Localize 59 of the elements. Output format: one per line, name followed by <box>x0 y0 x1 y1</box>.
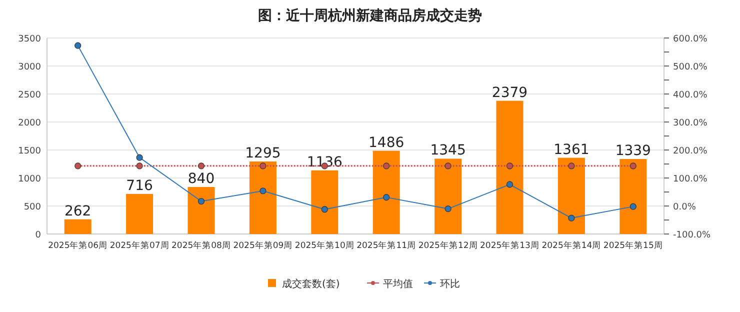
bar <box>372 150 400 234</box>
point <box>506 181 514 188</box>
y2-tick-label: 400.0% <box>673 90 708 100</box>
point <box>383 194 390 201</box>
y-tick-label: 3000 <box>18 62 42 72</box>
data-label: 716 <box>126 178 153 194</box>
y2-tick-label: 600.0% <box>673 34 708 44</box>
x-tick-label: 2025年第15周 <box>603 240 663 251</box>
data-label: 1345 <box>430 142 466 159</box>
x-tick-label: 2025年第10周 <box>294 240 354 251</box>
x-tick-label: 2025年第11周 <box>356 240 416 251</box>
x-tick-label: 2025年第14周 <box>542 240 602 251</box>
point <box>74 42 82 49</box>
point <box>568 214 575 222</box>
x-tick-label: 2025年第09周 <box>233 240 293 251</box>
bar <box>558 158 585 234</box>
data-label: 1361 <box>554 142 590 158</box>
legend-label: 环比 <box>440 278 460 290</box>
bar <box>188 186 215 234</box>
y2-tick-label: 500.0% <box>673 62 708 72</box>
bar <box>249 161 276 234</box>
bar <box>434 158 462 234</box>
data-label: 2379 <box>492 84 528 101</box>
x-tick-label: 2025年第13周 <box>480 240 540 251</box>
point <box>321 206 328 213</box>
y-tick-label: 0 <box>35 230 42 240</box>
legend-label: 成交套数(套) <box>282 278 340 290</box>
legend-label: 平均值 <box>383 278 413 290</box>
bar <box>64 219 92 234</box>
data-label: 262 <box>64 203 92 220</box>
y2-tick-label: 0.0% <box>673 202 696 212</box>
point <box>444 206 452 212</box>
chart-title: 图：近十周杭州新建商品房成交走势 <box>258 7 482 24</box>
x-tick-label: 2025年第06周 <box>48 240 108 251</box>
point <box>260 188 266 194</box>
x-tick-label: 2025年第07周 <box>110 240 170 251</box>
y-tick-label: 3500 <box>18 34 42 44</box>
point <box>136 154 143 161</box>
point <box>630 203 636 210</box>
y-tick-label: 1000 <box>18 174 42 184</box>
y2-tick-label: 300.0% <box>673 118 708 128</box>
x-tick-label: 2025年第12周 <box>418 240 478 251</box>
bar <box>620 159 647 234</box>
y-tick-label: 2500 <box>18 90 42 100</box>
data-label: 1486 <box>368 134 404 151</box>
bar <box>311 170 338 234</box>
bar <box>496 100 524 234</box>
bar <box>126 194 154 234</box>
data-label: 1339 <box>615 143 651 160</box>
y-tick-label: 2000 <box>18 118 42 128</box>
point <box>198 198 205 205</box>
y-tick-label: 1500 <box>18 146 42 156</box>
x-tick-label: 2025年第08周 <box>172 240 231 251</box>
data-label: 1295 <box>245 145 281 162</box>
y2-tick-label: 200.0% <box>673 146 708 156</box>
y2-tick-label: -100.0% <box>673 230 712 240</box>
y2-tick-label: 100.0% <box>673 174 708 184</box>
y-tick-label: 500 <box>24 202 42 212</box>
data-label: 840 <box>188 170 215 187</box>
